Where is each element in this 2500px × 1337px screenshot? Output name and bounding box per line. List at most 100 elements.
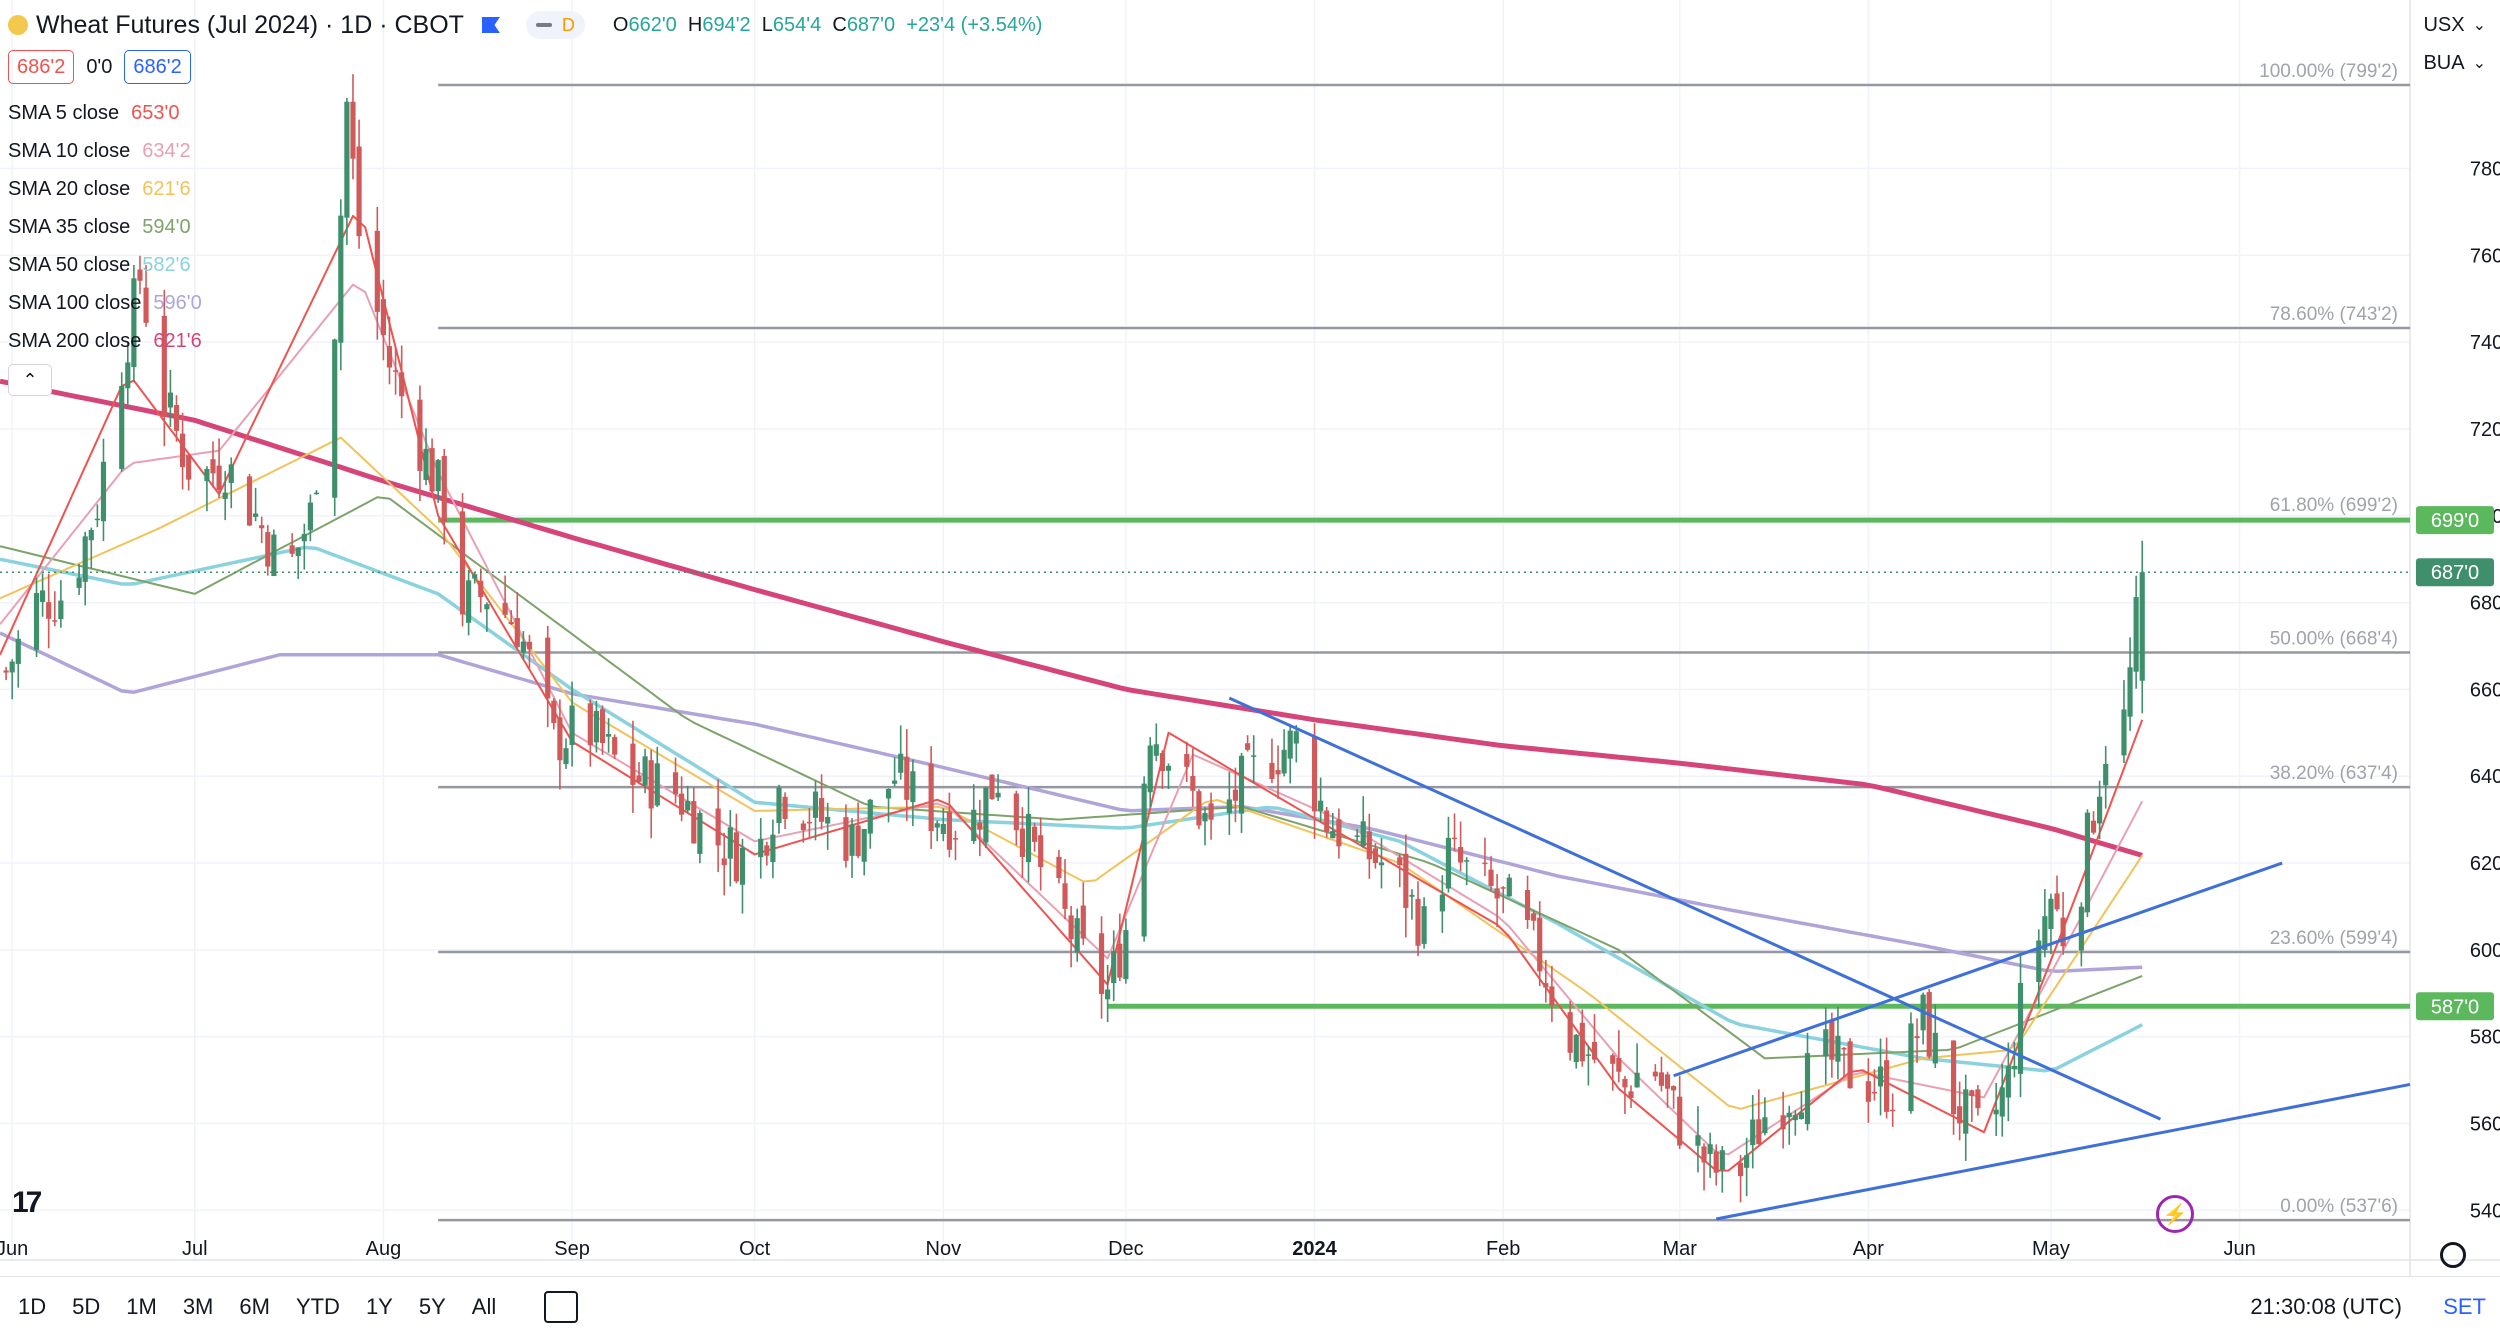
candle-body [1908, 1023, 1914, 1112]
indicator-row[interactable]: SMA 35 close 594'0 [8, 212, 191, 242]
ohlc-open-label: O [612, 13, 629, 36]
candle-body [1208, 803, 1214, 820]
candle-body [599, 709, 606, 744]
range-ytd-button[interactable]: YTD [295, 1294, 340, 1319]
candle-body [672, 772, 679, 795]
candle-body [94, 518, 100, 521]
candle-body [1549, 986, 1555, 1006]
sell-button[interactable]: 686'2 [8, 50, 75, 84]
symbol-logo-icon [8, 15, 28, 35]
candle-body [1744, 1155, 1750, 1168]
utc-clock[interactable]: 21:30:08 (UTC) [2250, 1294, 2402, 1319]
range-1d-button[interactable]: 1D [18, 1294, 47, 1319]
candle-body [861, 828, 867, 862]
candle-body [727, 827, 733, 859]
candle-body [1585, 1054, 1591, 1056]
candle-body [1847, 1041, 1853, 1089]
candle-body [1488, 869, 1494, 886]
candle-body [1445, 837, 1452, 889]
candle-body [1531, 913, 1537, 921]
level-price-tag: 587'0 [2431, 996, 2479, 1018]
indicator-row[interactable]: SMA 20 close 621'6 [8, 174, 191, 204]
indicator-row[interactable]: SMA 50 close 582'6 [8, 250, 191, 280]
candle-body [1190, 776, 1196, 791]
candle-body [2017, 982, 2024, 1074]
candle-body [1494, 888, 1500, 899]
fib-level-label: 38.20% (637'4) [2270, 763, 2398, 784]
sma-line [0, 214, 2144, 1172]
candle-body [563, 748, 569, 765]
trendline [1673, 861, 2283, 1078]
fib-level-label: 100.00% (799'2) [2259, 61, 2398, 82]
gear-icon[interactable] [2440, 1242, 2466, 1268]
lightning-icon[interactable]: ⚡ [2156, 1195, 2194, 1233]
candle-body [222, 492, 228, 499]
chevron-up-icon: ⌃ [22, 369, 38, 390]
flag-icon[interactable] [481, 17, 500, 33]
candle-body [983, 787, 989, 843]
range-5d-button[interactable]: 5D [72, 1294, 101, 1319]
candle-body [739, 847, 746, 885]
unit-selector[interactable]: BUA ⌄ [2417, 46, 2492, 80]
candle-body [2103, 763, 2109, 786]
collapse-indicators-button[interactable]: ⌃ [8, 364, 52, 396]
candle-body [758, 838, 764, 858]
currency-selector[interactable]: USX ⌄ [2417, 8, 2492, 42]
candle-body [1153, 744, 1159, 756]
x-tick-label: Jun [2223, 1238, 2255, 1260]
range-1m-button[interactable]: 1M [126, 1294, 157, 1319]
candle-body [265, 532, 271, 567]
tradingview-logo[interactable]: 17 [12, 1186, 42, 1219]
candle-body [1829, 1020, 1835, 1060]
data-status-pill[interactable]: D [525, 11, 585, 39]
y-tick-label: 620'0 [2470, 853, 2500, 875]
range-1y-button[interactable]: 1Y [365, 1294, 393, 1319]
candle-body [1025, 814, 1032, 863]
candle-body [1573, 1034, 1579, 1063]
candle-body [1616, 1058, 1622, 1072]
indicator-row[interactable]: SMA 5 close 653'0 [8, 98, 179, 128]
candle-body [520, 641, 526, 653]
candle-body [1628, 1091, 1634, 1098]
candle-body [1658, 1072, 1665, 1086]
chevron-down-icon: ⌄ [2472, 55, 2486, 72]
fib-level-label: 61.80% (699'2) [2270, 495, 2398, 516]
candle-body [1835, 1035, 1841, 1062]
sma-line [0, 496, 2143, 1060]
indicator-value: 596'0 [153, 291, 202, 314]
fib-level-label: 50.00% (668'4) [2270, 629, 2398, 650]
buy-button[interactable]: 686'2 [124, 50, 191, 84]
candle-body [216, 465, 222, 490]
candle-body [1871, 1091, 1878, 1094]
candle-body [1013, 793, 1019, 831]
symbol-title[interactable]: Wheat Futures (Jul 2024) · 1D · CBOT [36, 10, 464, 39]
range-all-button[interactable]: All [471, 1294, 497, 1319]
trade-buttons: 686'2 0'0 686'2 [8, 50, 191, 84]
indicator-row[interactable]: SMA 10 close 634'2 [8, 136, 191, 166]
candle-body [289, 545, 295, 554]
candle-body [1074, 918, 1080, 953]
candle-body [210, 459, 216, 474]
range-3m-button[interactable]: 3M [182, 1294, 214, 1319]
candle-body [179, 433, 186, 468]
candle-body [812, 791, 819, 818]
candle-body [1147, 745, 1153, 793]
candle-body [1196, 791, 1202, 826]
level-price-tag-bg [2416, 506, 2494, 535]
range-5y-button[interactable]: 5Y [418, 1294, 446, 1319]
candle-body [295, 547, 301, 557]
candle-body [1786, 1112, 1792, 1118]
candle-body [1950, 1040, 1957, 1115]
indicator-row[interactable]: SMA 200 close 621'6 [8, 326, 202, 356]
candle-body [173, 404, 180, 431]
calendar-icon[interactable] [544, 1291, 579, 1323]
candle-body [1281, 749, 1287, 774]
candle-body [1117, 943, 1123, 978]
candle-body [46, 602, 52, 619]
set-timezone-button[interactable]: SET [2443, 1294, 2486, 1319]
indicator-row[interactable]: SMA 100 close 596'0 [8, 288, 202, 318]
range-6m-button[interactable]: 6M [239, 1294, 270, 1319]
fib-level-label: 23.60% (599'4) [2270, 928, 2398, 949]
candle-body [1957, 1106, 1963, 1124]
